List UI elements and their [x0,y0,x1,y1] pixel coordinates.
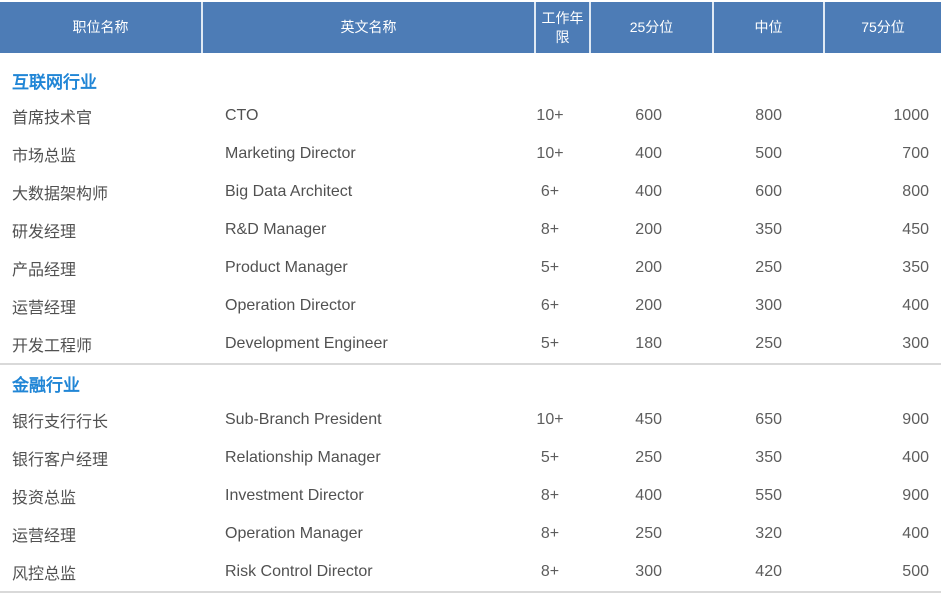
table-row: 投资总监 Investment Director 8+ 400 550 900 [0,477,941,515]
salary-25th: 200 [635,221,662,238]
position-name-cn: 银行客户经理 [12,452,109,469]
position-name-en: Operation Manager [225,525,363,542]
work-years: 6+ [540,297,560,314]
salary-median: 650 [755,411,782,428]
position-name-cn: 首席技术官 [12,110,93,127]
table-row: 市场总监 Marketing Director 10+ 400 500 700 [0,135,941,173]
salary-median: 550 [755,487,782,504]
position-name-cn: 运营经理 [12,300,77,317]
section-title: 互联网行业 [12,73,97,92]
position-name-en: Product Manager [225,259,348,276]
salary-median: 800 [755,107,782,124]
position-name-en: Risk Control Director [202,553,535,593]
col-header-work-years: 工作年限 [534,2,590,53]
table-row: 银行支行行长 Sub-Branch President 10+ 450 650 … [0,401,941,439]
section-header-internet: 互联网行业 [0,53,941,97]
salary-25th: 400 [635,183,662,200]
col-header-75th-percentile: 75分位 [823,2,941,53]
salary-median: 250 [755,259,782,276]
col-header-position-name: 职位名称 [0,2,202,53]
position-name-cn: 市场总监 [12,148,77,165]
position-name-cn: 大数据架构师 [12,186,109,203]
salary-median: 600 [755,183,782,200]
table-row: 风控总监 Risk Control Director 8+ 300 420 50… [0,553,941,593]
salary-median: 350 [755,221,782,238]
salary-median: 250 [755,335,782,352]
salary-25th: 400 [635,487,662,504]
salary-25th: 180 [635,335,662,352]
salary-median: 320 [755,525,782,542]
position-name-cn: 风控总监 [0,553,202,593]
work-years: 5+ [540,259,560,276]
table-row: 首席技术官 CTO 10+ 600 800 1000 [0,97,941,135]
position-name-cn: 产品经理 [12,262,77,279]
salary-25th: 450 [635,411,662,428]
work-years: 5+ [540,449,560,466]
salary-75th: 1000 [893,107,929,124]
col-header-25th-percentile: 25分位 [589,2,713,53]
salary-75th: 900 [902,487,929,504]
position-name-cn: 运营经理 [12,528,77,545]
work-years: 8+ [540,221,560,238]
col-header-english-name: 英文名称 [201,2,535,53]
salary-25th: 250 [635,449,662,466]
position-name-cn: 开发工程师 [12,338,93,355]
salary-25th: 250 [635,525,662,542]
position-name-cn: 银行支行行长 [12,414,109,431]
table-row: 大数据架构师 Big Data Architect 6+ 400 600 800 [0,173,941,211]
salary-median: 350 [755,449,782,466]
salary-75th: 350 [902,259,929,276]
salary-75th: 400 [902,297,929,314]
salary-median: 500 [755,145,782,162]
work-years: 8+ [540,525,560,542]
salary-75th: 400 [902,449,929,466]
position-name-cn: 投资总监 [12,490,77,507]
position-name-en: Relationship Manager [225,449,381,466]
work-years: 8+ [535,553,590,593]
position-name-cn: 研发经理 [12,224,77,241]
table-row: 产品经理 Product Manager 5+ 200 250 350 [0,249,941,287]
work-years: 8+ [540,487,560,504]
work-years: 10+ [536,411,564,428]
position-name-en: Investment Director [225,487,364,504]
table-header-row: 职位名称 英文名称 工作年限 25分位 中位 75分位 [0,2,941,53]
salary-75th: 300 [902,335,929,352]
position-name-en: Development Engineer [225,335,388,352]
salary-median: 420 [713,553,824,593]
salary-25th: 200 [635,259,662,276]
salary-75th: 700 [902,145,929,162]
table-row: 运营经理 Operation Manager 8+ 250 320 400 [0,515,941,553]
table-row: 开发工程师 Development Engineer 5+ 180 250 30… [0,325,941,364]
table-row: 运营经理 Operation Director 6+ 200 300 400 [0,287,941,325]
position-name-en: Operation Director [225,297,356,314]
position-name-en: Big Data Architect [225,183,353,200]
position-name-en: Sub-Branch President [225,411,382,428]
table-row: 银行客户经理 Relationship Manager 5+ 250 350 4… [0,439,941,477]
salary-75th: 450 [902,221,929,238]
salary-75th: 800 [902,183,929,200]
col-header-median: 中位 [712,2,824,53]
salary-25th: 600 [635,107,662,124]
salary-75th: 400 [902,525,929,542]
salary-median: 300 [755,297,782,314]
section-title: 金融行业 [0,363,941,401]
salary-75th: 900 [902,411,929,428]
salary-25th: 400 [635,145,662,162]
position-name-en: CTO [225,107,259,124]
salary-25th: 200 [635,297,662,314]
work-years: 10+ [536,107,564,124]
work-years: 6+ [540,183,560,200]
position-name-en: R&D Manager [225,221,327,238]
section-header-finance: 金融行业 [0,363,941,401]
salary-25th: 300 [590,553,713,593]
salary-75th: 500 [824,553,941,593]
work-years: 10+ [536,145,564,162]
position-name-en: Marketing Director [225,145,356,162]
work-years: 5+ [540,335,560,352]
table-row: 研发经理 R&D Manager 8+ 200 350 450 [0,211,941,249]
